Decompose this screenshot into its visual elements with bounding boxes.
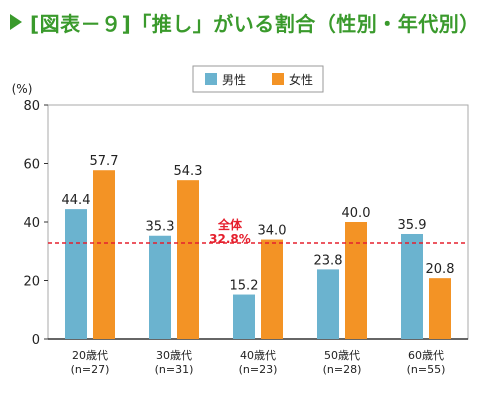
figure-title: [図表－９]「推し」がいる割合（性別・年代別）	[10, 8, 480, 36]
y-tick-label: 60	[23, 158, 40, 173]
x-tick-label: (n=23)	[239, 363, 278, 376]
data-label: 20.8	[426, 262, 455, 277]
bar-male	[401, 233, 423, 339]
bar-female	[93, 170, 115, 339]
bar-male	[233, 294, 255, 339]
x-tick-label: 50歳代	[324, 349, 360, 362]
x-tick-label: 60歳代	[408, 349, 444, 362]
x-tick-label: 40歳代	[240, 349, 276, 362]
data-label: 54.3	[174, 164, 203, 179]
data-label: 15.2	[230, 279, 259, 294]
x-tick-label: 20歳代	[72, 349, 108, 362]
x-tick-label: (n=31)	[155, 363, 194, 376]
data-label: 40.0	[342, 206, 371, 221]
data-label: 35.3	[146, 220, 175, 235]
figure-title-text: [図表－９]「推し」がいる割合（性別・年代別）	[30, 11, 480, 36]
bar-female	[429, 278, 451, 339]
bar-female	[261, 239, 283, 339]
bar-male	[65, 209, 87, 339]
y-tick-label: 20	[23, 275, 40, 290]
x-tick-label: (n=28)	[323, 363, 362, 376]
bar-female	[177, 180, 199, 339]
y-unit-label: (%)	[12, 82, 33, 96]
y-tick-label: 40	[23, 216, 40, 231]
overall-label: 全体	[217, 217, 243, 232]
data-label: 23.8	[314, 253, 343, 268]
data-label: 44.4	[62, 193, 91, 208]
data-label: 34.0	[258, 224, 287, 239]
y-tick-label: 0	[32, 333, 40, 348]
title-arrow-icon	[10, 14, 22, 30]
x-tick-label: 30歳代	[156, 349, 192, 362]
legend-label-female: 女性	[289, 72, 313, 87]
bar-male	[317, 269, 339, 339]
bar-male	[149, 235, 171, 339]
y-tick-label: 80	[23, 99, 40, 114]
x-tick-label: (n=55)	[407, 363, 446, 376]
bar-female	[345, 222, 367, 339]
overall-value-label: 32.8%	[209, 232, 251, 246]
legend-label-male: 男性	[222, 73, 246, 87]
legend-swatch-male	[205, 73, 217, 85]
legend-swatch-female	[272, 73, 284, 85]
data-label: 57.7	[90, 154, 119, 169]
data-label: 35.9	[398, 218, 427, 233]
x-tick-label: (n=27)	[71, 363, 110, 376]
